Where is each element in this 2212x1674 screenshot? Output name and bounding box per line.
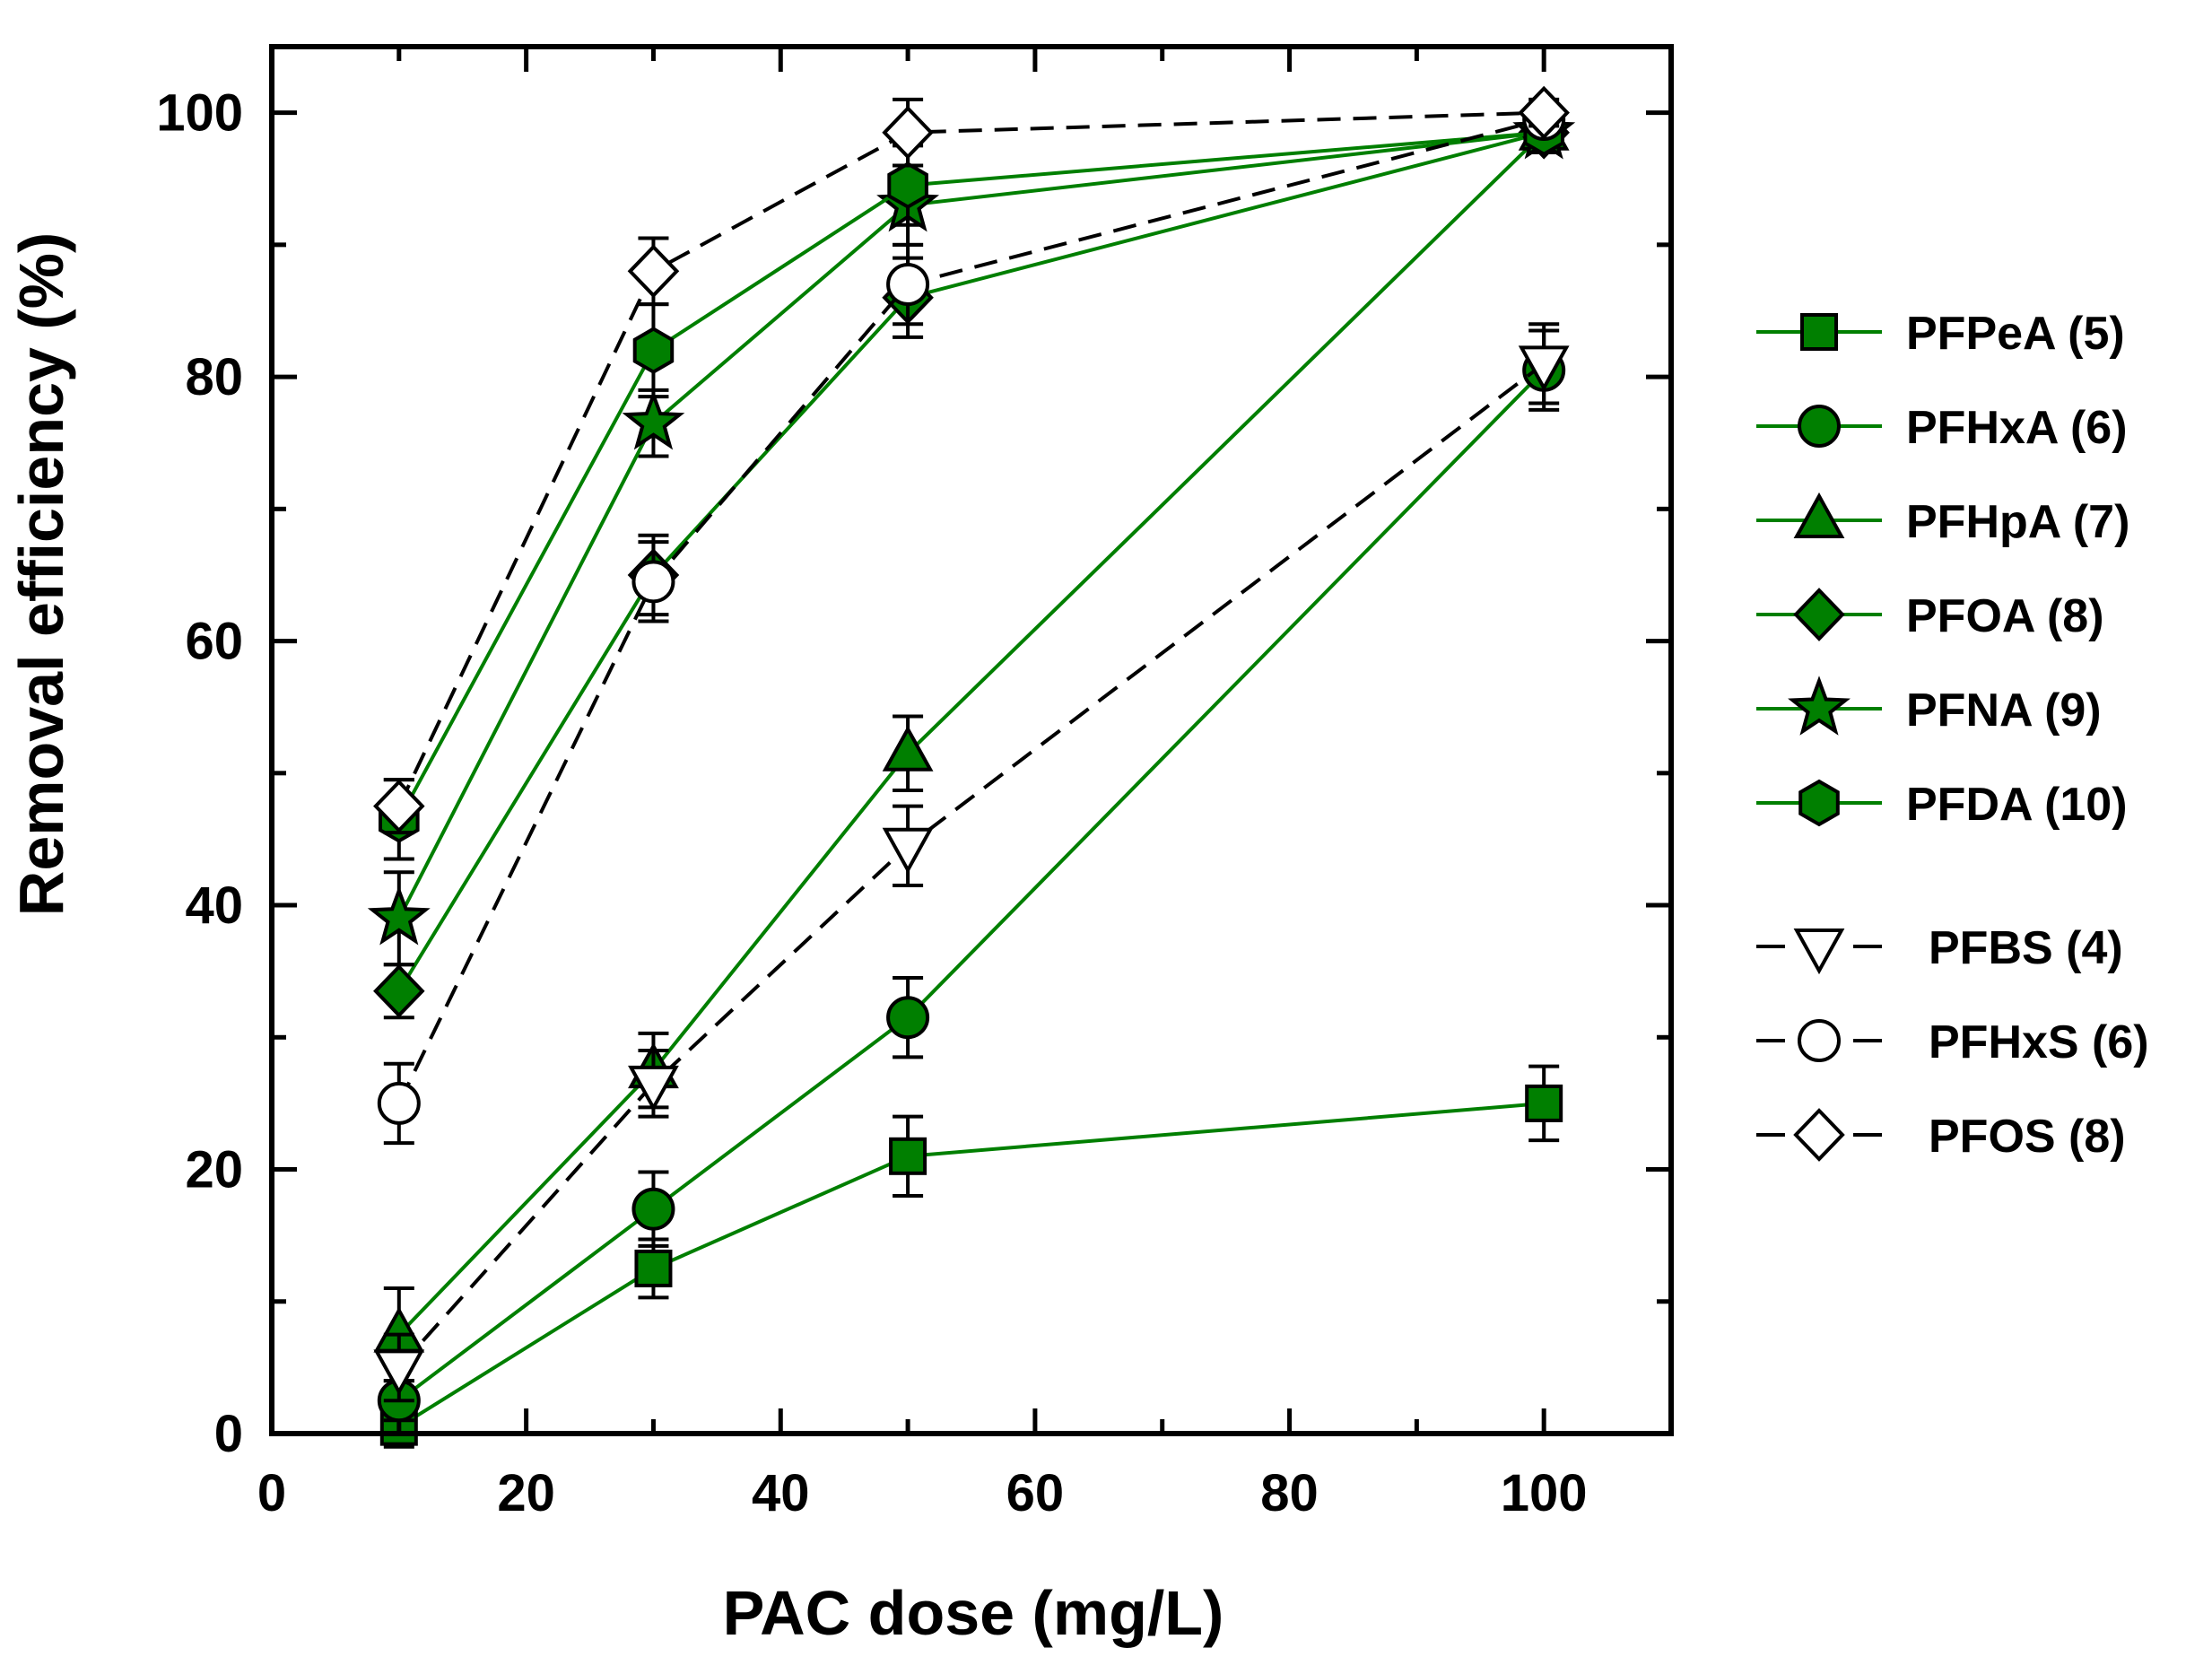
data-point (373, 779, 425, 833)
series-line (397, 130, 1545, 920)
series-1 (377, 328, 1566, 1423)
series-6 (373, 322, 1570, 1403)
series-8 (373, 85, 1570, 835)
series-line (397, 130, 1545, 821)
data-point (882, 827, 934, 874)
legend-entry-8: PFOS (8) (1756, 1108, 2126, 1163)
data-point (1518, 345, 1570, 392)
legend-entry-2: PFHpA (7) (1756, 492, 2129, 548)
y-tick-label: 40 (185, 876, 243, 935)
data-point (634, 1249, 673, 1287)
series-line (397, 1101, 1545, 1429)
x-tick-label: 0 (257, 1464, 286, 1522)
series-line (397, 369, 1546, 1402)
data-point (886, 263, 930, 307)
legend-label: PFOA (8) (1906, 590, 2104, 642)
legend-label: PFBS (4) (1929, 922, 2123, 974)
series-0 (379, 1064, 1563, 1449)
series-line (396, 110, 1545, 807)
legend-entry-7: PFHxS (6) (1756, 1016, 2149, 1068)
legend-marker (1793, 492, 1845, 538)
legend-entry-5: PFDA (10) (1756, 779, 2128, 831)
legend-marker (1793, 1108, 1845, 1162)
data-point (631, 560, 675, 604)
legend-entry-3: PFOA (8) (1756, 588, 2104, 642)
y-axis-title: Removal efficiency (%) (6, 232, 76, 916)
legend-entry-0: PFPeA (5) (1756, 308, 2125, 360)
data-point (886, 996, 930, 1040)
x-axis-title: PAC dose (mg/L) (723, 1578, 1224, 1648)
series-line (397, 130, 1545, 992)
legend-marker (1793, 588, 1845, 641)
data-point (622, 389, 685, 450)
legend-label: PFPeA (5) (1906, 308, 2125, 360)
series-2 (373, 104, 1570, 1383)
data-point (882, 725, 934, 772)
legend-label: PFHpA (7) (1906, 496, 2129, 548)
data-point (882, 105, 934, 160)
series-3 (373, 105, 1570, 1020)
legend-marker (1800, 313, 1838, 351)
data-point (889, 1137, 927, 1175)
series-7 (377, 97, 1566, 1146)
data-point (628, 1065, 679, 1112)
legend-marker (1798, 1019, 1841, 1062)
data-point (631, 1187, 675, 1231)
data-point (1518, 85, 1570, 140)
legend-marker (1788, 676, 1851, 736)
legend-marker (1798, 405, 1841, 448)
legend-marker (1793, 929, 1845, 975)
data-point (1525, 1084, 1563, 1122)
series-line (397, 362, 1546, 1369)
legend-label: PFNA (9) (1906, 684, 2102, 737)
data-point (367, 885, 431, 946)
plot-frame (269, 44, 1674, 1436)
data-point (377, 1081, 421, 1125)
x-tick-label: 60 (1006, 1464, 1065, 1522)
legend: PFPeA (5) PFHxA (6) PFHpA (7) PFOA (8) PFNA … (1756, 308, 2149, 1163)
y-tick-label: 0 (214, 1405, 243, 1463)
data-point (887, 161, 928, 209)
x-tick-label: 80 (1260, 1464, 1319, 1522)
legend-entry-1: PFHxA (6) (1756, 402, 2128, 454)
legend-label: PFDA (10) (1906, 779, 2128, 831)
legend-label: PFHxS (6) (1929, 1016, 2149, 1068)
series-line (397, 118, 1545, 1104)
data-point (632, 327, 675, 374)
legend-label: PFHxA (6) (1906, 402, 2128, 454)
x-tick-label: 40 (752, 1464, 810, 1522)
y-tick-label: 100 (156, 84, 243, 143)
data-point (373, 1349, 425, 1396)
y-tick-label: 60 (185, 613, 243, 671)
y-tick-label: 80 (185, 348, 243, 406)
legend-entry-4: PFNA (9) (1756, 676, 2102, 737)
data-point (627, 244, 680, 299)
legend-marker (1798, 779, 1840, 827)
x-tick-label: 20 (497, 1464, 555, 1522)
legend-label: PFOS (8) (1929, 1111, 2126, 1163)
y-tick-label: 20 (185, 1141, 243, 1199)
axes-layer: 0 20 40 60 80 100 0 20 40 60 80 100 (156, 44, 1674, 1522)
legend-entry-6: PFBS (4) (1756, 922, 2123, 975)
series-line (397, 131, 1546, 1336)
x-tick-label: 100 (1501, 1464, 1588, 1522)
plot-layer (367, 85, 1576, 1449)
data-point (373, 963, 425, 1018)
